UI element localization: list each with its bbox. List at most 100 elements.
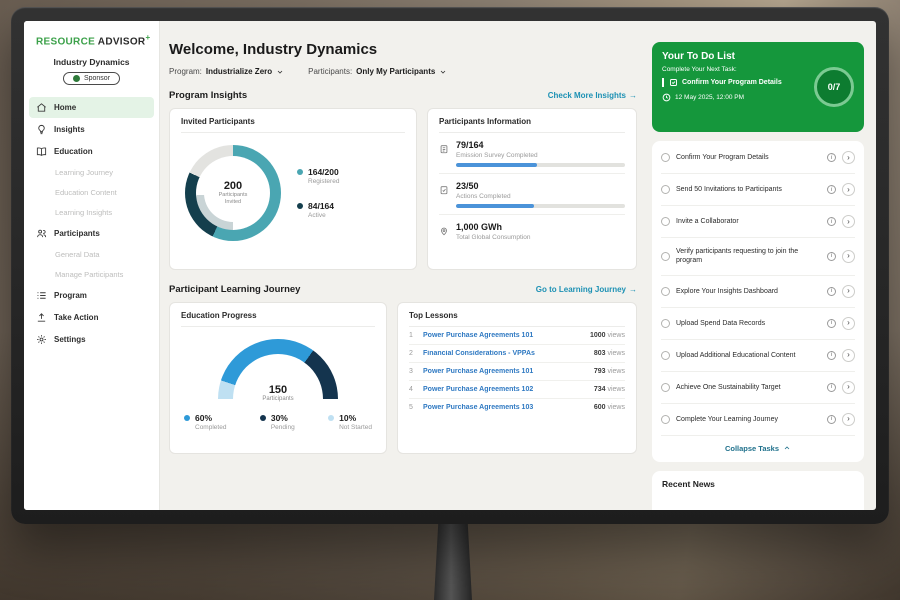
- task-checkbox[interactable]: [661, 350, 670, 360]
- task-checkbox[interactable]: [661, 153, 670, 162]
- learning-journey-header: Participant Learning Journey Go to Learn…: [169, 284, 637, 295]
- program-insights-header: Program Insights Check More Insights →: [169, 90, 637, 101]
- logo-plus: +: [145, 33, 151, 42]
- lesson-row[interactable]: 3 Power Purchase Agreements 101 793 view…: [409, 363, 625, 381]
- sidebar-item-general-data[interactable]: General Data: [24, 245, 159, 264]
- chevron-right-icon[interactable]: ›: [842, 316, 855, 330]
- sponsor-badge[interactable]: Sponsor: [62, 72, 121, 86]
- sidebar-item-settings[interactable]: Settings: [24, 329, 159, 350]
- stat-label: Total Global Consumption: [456, 234, 531, 241]
- lesson-row[interactable]: 1 Power Purchase Agreements 101 1000 vie…: [409, 327, 625, 345]
- info-icon[interactable]: i: [827, 318, 836, 328]
- task-checkbox[interactable]: [661, 382, 670, 392]
- participants-filter[interactable]: Participants: Only My Participants: [308, 67, 447, 76]
- chevron-down-icon: [439, 68, 447, 76]
- chevron-up-icon: [783, 444, 791, 452]
- sidebar-item-label: General Data: [55, 250, 100, 260]
- sidebar-item-home[interactable]: Home: [29, 97, 154, 119]
- task-checkbox[interactable]: [661, 318, 670, 328]
- legend-value: 30%: [270, 413, 288, 423]
- lesson-row[interactable]: 4 Power Purchase Agreements 102 734 view…: [409, 381, 625, 399]
- gauge-value: 150: [268, 384, 288, 396]
- sidebar-item-program[interactable]: Program: [24, 285, 159, 306]
- checklist-icon: [439, 182, 449, 195]
- sidebar-item-learning-insights[interactable]: Learning Insights: [24, 203, 159, 222]
- chevron-right-icon[interactable]: ›: [842, 183, 855, 196]
- donut-center: 200 Participants Invited: [204, 164, 262, 222]
- journey-cards-row: Education Progress 150 Participants: [169, 302, 637, 454]
- chevron-right-icon[interactable]: ›: [842, 348, 855, 362]
- task-checkbox[interactable]: [661, 251, 670, 261]
- info-icon[interactable]: i: [827, 414, 836, 424]
- task-row[interactable]: Complete Your Learning Journey i ›: [661, 404, 855, 436]
- sidebar-item-learning-journey[interactable]: Learning Journey: [24, 163, 159, 182]
- sidebar-item-education-content[interactable]: Education Content: [24, 183, 159, 202]
- lesson-row[interactable]: 2 Financial Considerations - VPPAs 803 v…: [409, 345, 625, 363]
- chevron-right-icon[interactable]: ›: [842, 215, 855, 228]
- info-icon[interactable]: i: [827, 217, 836, 226]
- info-icon[interactable]: i: [827, 251, 836, 261]
- task-label: Confirm Your Program Details: [676, 153, 769, 161]
- sidebar-item-participants[interactable]: Participants: [24, 223, 159, 244]
- sidebar-item-label: Program: [54, 291, 87, 301]
- participants-information-card: Participants Information 79/164 Emission…: [427, 108, 637, 270]
- chevron-right-icon[interactable]: ›: [842, 380, 855, 394]
- org-name: Industry Dynamics: [53, 57, 130, 68]
- collapse-tasks-button[interactable]: Collapse Tasks: [661, 436, 855, 459]
- task-row[interactable]: Upload Additional Educational Content i …: [661, 340, 855, 372]
- lesson-title[interactable]: Power Purchase Agreements 103: [423, 404, 534, 411]
- info-icon[interactable]: i: [827, 153, 836, 162]
- task-checkbox[interactable]: [661, 185, 670, 194]
- legend-dot: [297, 203, 303, 209]
- gauge-label: Participants: [262, 396, 294, 402]
- task-checkbox[interactable]: [661, 286, 670, 296]
- legend-dot: [297, 169, 303, 175]
- gauge-legend: 60% Completed 30% Pending: [181, 413, 375, 431]
- info-icon[interactable]: i: [827, 286, 836, 296]
- task-row[interactable]: Verify participants requesting to join t…: [661, 238, 855, 276]
- insights-cards-row: Invited Participants 200 Participants In…: [169, 108, 637, 270]
- lesson-title[interactable]: Power Purchase Agreements 101: [423, 368, 534, 375]
- lesson-title[interactable]: Power Purchase Agreements 101: [423, 332, 534, 339]
- sidebar-item-take-action[interactable]: Take Action: [24, 307, 159, 328]
- sidebar-item-label: Learning Journey: [55, 168, 113, 178]
- task-row[interactable]: Explore Your Insights Dashboard i ›: [661, 276, 855, 308]
- lesson-views: 1000: [589, 332, 606, 339]
- task-row[interactable]: Achieve One Sustainability Target i ›: [661, 372, 855, 404]
- task-checkbox[interactable]: [661, 414, 670, 424]
- lesson-row[interactable]: 5 Power Purchase Agreements 103 600 view…: [409, 404, 625, 411]
- stat-value: 23/50: [456, 181, 479, 191]
- logo-advisor: ADVISOR: [97, 36, 146, 48]
- section-title: Program Insights: [169, 90, 248, 101]
- task-checkbox[interactable]: [661, 217, 670, 226]
- sidebar-item-manage-participants[interactable]: Manage Participants: [24, 265, 159, 284]
- chevron-right-icon[interactable]: ›: [842, 284, 855, 298]
- survey-icon: [439, 141, 449, 154]
- sidebar-item-insights[interactable]: Insights: [24, 119, 159, 140]
- task-row[interactable]: Upload Spend Data Records i ›: [661, 308, 855, 340]
- lesson-title[interactable]: Financial Considerations - VPPAs: [423, 350, 535, 357]
- legend-dot: [184, 415, 190, 421]
- legend-value: 164/200: [308, 167, 339, 177]
- donut-legend: 164/200 Registered 84/164 Active: [297, 167, 339, 219]
- task-row[interactable]: Invite a Collaborator i ›: [661, 206, 855, 238]
- info-icon[interactable]: i: [827, 382, 836, 392]
- legend-value: 10%: [339, 413, 357, 423]
- next-task[interactable]: Confirm Your Program Details: [662, 78, 802, 87]
- check-more-insights-link[interactable]: Check More Insights →: [547, 91, 637, 100]
- lesson-title[interactable]: Power Purchase Agreements 102: [423, 386, 534, 393]
- info-icon[interactable]: i: [827, 185, 836, 194]
- info-icon[interactable]: i: [827, 350, 836, 360]
- chevron-right-icon[interactable]: ›: [842, 151, 855, 164]
- task-row[interactable]: Confirm Your Program Details i ›: [661, 142, 855, 174]
- chevron-right-icon[interactable]: ›: [842, 412, 855, 426]
- progress-fill: [456, 163, 538, 167]
- app-logo: RESOURCE ADVISOR+: [24, 33, 159, 47]
- stat-actions-completed: 23/50 Actions Completed: [439, 174, 625, 215]
- card-title: Top Lessons: [409, 311, 625, 327]
- task-row[interactable]: Send 50 Invitations to Participants i ›: [661, 174, 855, 206]
- program-filter[interactable]: Program: Industrialize Zero: [169, 67, 284, 76]
- go-to-learning-journey-link[interactable]: Go to Learning Journey →: [535, 285, 637, 294]
- sidebar-item-education[interactable]: Education: [24, 141, 159, 162]
- chevron-right-icon[interactable]: ›: [842, 249, 855, 263]
